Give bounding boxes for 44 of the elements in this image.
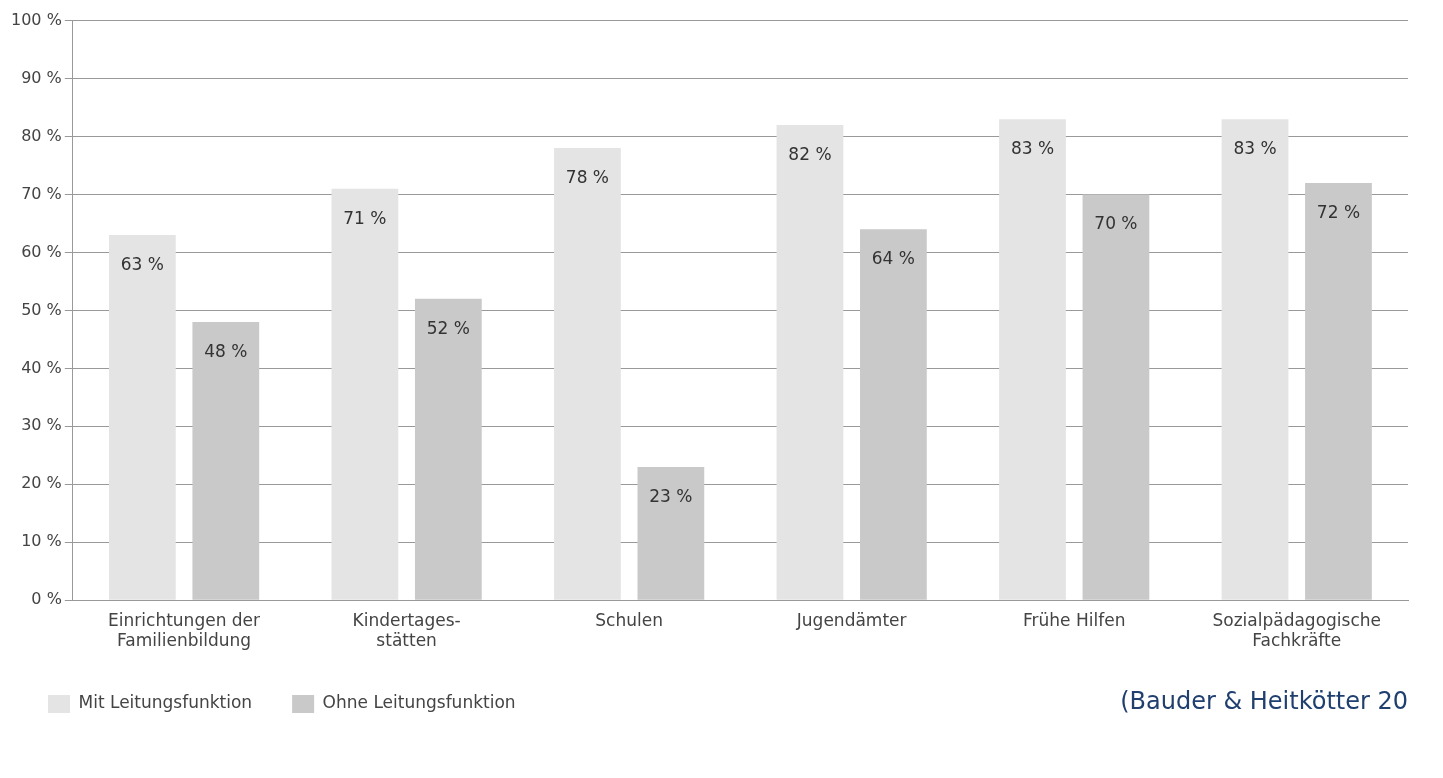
x-tick-label: Jugendämter: [795, 609, 907, 630]
y-tick-label: 100 %: [11, 9, 62, 29]
y-tick-label: 90 %: [21, 67, 62, 87]
data-label: 78 %: [565, 167, 610, 188]
data-label: 71 %: [343, 207, 387, 228]
x-tick-label: Kindertages- stätten: [352, 609, 461, 651]
bar: [999, 119, 1066, 600]
bar: [192, 321, 260, 600]
x-tick-label: Schulen: [595, 609, 663, 630]
data-label: 48 %: [204, 340, 248, 361]
x-tick-label: Einrichtungen der Familienbildung: [108, 609, 261, 651]
text: (Bauder & Heitkötter 20: [1120, 687, 1408, 715]
data-label: 52 %: [426, 317, 470, 338]
x-tick-label: Frühe Hilfen: [1023, 609, 1126, 630]
y-tick-label: 0 %: [31, 589, 62, 609]
legend-label: Ohne Leitungsfunktion: [322, 692, 516, 713]
data-label: 83 %: [1233, 138, 1277, 159]
y-tick-label: 80 %: [21, 125, 62, 145]
data-label: 72 %: [1316, 201, 1361, 222]
y-tick-label: 30 %: [21, 415, 62, 435]
bar: [414, 298, 482, 600]
data-label: 63 %: [120, 253, 164, 274]
data-label: 64 %: [871, 248, 915, 269]
data-label: 82 %: [788, 143, 832, 164]
legend-label: Mit Leitungsfunktion: [78, 692, 253, 713]
y-tick-label: 40 %: [21, 357, 62, 377]
y-tick-label: 10 %: [21, 531, 62, 551]
y-tick-label: 20 %: [21, 473, 62, 493]
bar: [1221, 119, 1289, 600]
bar: [108, 235, 176, 600]
bar: [637, 466, 705, 600]
bar: [554, 148, 621, 600]
x-tick-label: Sozialpädagogische Fachkräfte: [1212, 609, 1382, 651]
bar: [860, 229, 927, 600]
bar: [1082, 194, 1150, 600]
data-label: 70 %: [1094, 213, 1138, 234]
bar: [331, 188, 399, 600]
y-tick-label: 70 %: [21, 183, 62, 203]
bar: [776, 124, 844, 600]
data-label: 23 %: [649, 485, 693, 506]
data-label: 83 %: [1010, 138, 1055, 159]
y-tick-label: 60 %: [21, 241, 62, 261]
bar: [1305, 182, 1372, 600]
y-tick-label: 50 %: [21, 299, 62, 319]
